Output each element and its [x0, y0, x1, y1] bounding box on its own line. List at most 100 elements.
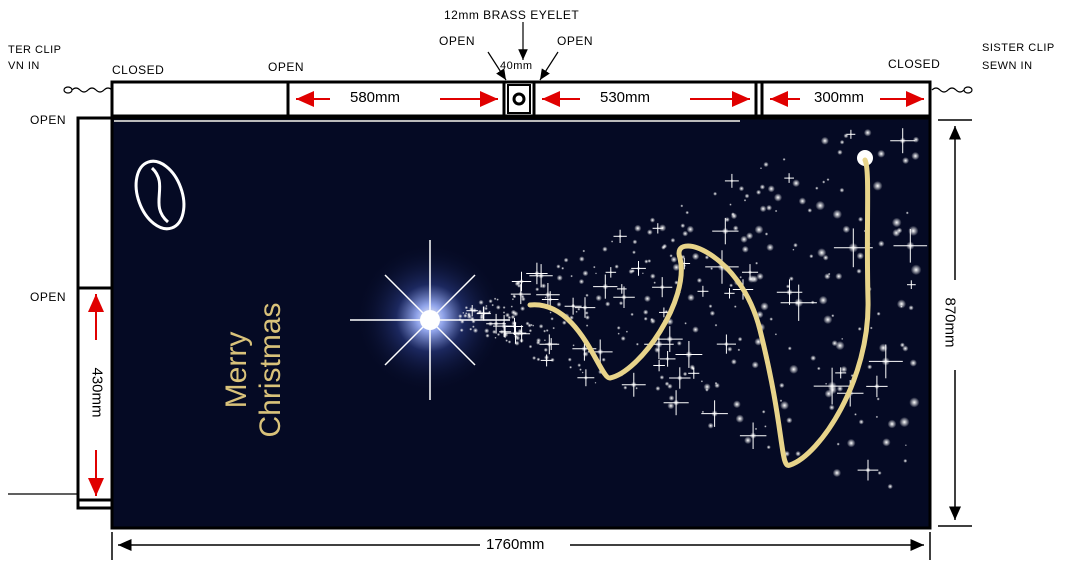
sparkle — [824, 273, 831, 280]
sparkle — [910, 264, 922, 276]
gold-ribbon — [527, 157, 871, 468]
sparkle — [650, 317, 654, 322]
sparkle — [513, 295, 517, 299]
sister-clip-right-label-line2: SEWN IN — [982, 60, 1033, 72]
sparkle — [670, 237, 676, 243]
sparkle — [824, 389, 833, 398]
sparkle — [477, 309, 483, 314]
sparkle — [484, 328, 490, 334]
sparkle — [863, 128, 872, 137]
merry-line: Merry — [220, 331, 253, 409]
sparkle — [464, 306, 469, 310]
sparkle — [602, 246, 608, 252]
sparkle — [766, 204, 773, 211]
sparkle — [646, 229, 653, 236]
eyelet-offset-label: 40mm — [500, 60, 533, 72]
height-dimension-870: 870mm — [941, 297, 959, 348]
sparkle — [744, 193, 750, 199]
sparkle — [755, 261, 759, 265]
sparkle — [858, 216, 864, 222]
sparkle — [644, 295, 651, 303]
sparkle — [735, 414, 744, 423]
sparkle — [654, 346, 661, 353]
open-label-side-top: OPEN — [30, 113, 67, 127]
sparkle — [519, 338, 524, 343]
sparkle — [581, 371, 584, 374]
sparkle — [507, 340, 512, 344]
sparkle — [623, 385, 628, 390]
sparkle — [631, 269, 635, 273]
sparkle — [659, 375, 665, 380]
sparkle — [846, 438, 856, 448]
sparkle — [685, 210, 689, 215]
sparkle — [714, 381, 718, 385]
sparkle — [909, 359, 917, 367]
sister-clip-left-label-line1: TER CLIP — [8, 44, 62, 56]
sparkle — [732, 225, 739, 231]
sparkle — [912, 136, 920, 143]
sparkle — [709, 310, 716, 316]
sparkle — [687, 293, 695, 302]
sister-clip-right — [931, 86, 973, 94]
sparkle — [887, 483, 893, 490]
sparkle — [478, 299, 484, 305]
sparkle — [516, 280, 521, 286]
height-dimension-line — [938, 119, 972, 527]
sparkle — [544, 355, 549, 360]
sparkle — [820, 136, 829, 145]
sparkle — [492, 329, 497, 334]
sparkle — [582, 270, 589, 277]
sparkle — [496, 298, 499, 301]
sparkle — [493, 297, 497, 301]
sparkle — [630, 312, 634, 317]
sparkle — [491, 303, 495, 307]
sparkle — [839, 139, 845, 145]
sparkle — [575, 310, 578, 313]
sparkle — [759, 167, 763, 170]
sparkle — [836, 385, 844, 392]
sparkle — [877, 471, 882, 475]
sparkle — [684, 322, 687, 325]
sparkle — [616, 326, 621, 330]
sparkle — [704, 255, 710, 260]
sparkle — [669, 254, 673, 258]
sparkle — [835, 341, 845, 351]
sparkle — [664, 381, 670, 387]
sparkle — [578, 278, 585, 285]
christmas-line: Christmas — [254, 302, 287, 438]
sparkle — [737, 348, 741, 352]
sparkle — [632, 250, 636, 255]
sparkle — [756, 189, 762, 195]
sparkle — [807, 208, 813, 213]
sparkle — [902, 345, 909, 352]
sparkle — [635, 386, 638, 390]
sparkle — [556, 301, 562, 307]
sparkle — [789, 364, 799, 374]
sparkle — [510, 309, 517, 316]
sparkle — [692, 326, 699, 333]
side-dimension-430: 430mm — [88, 367, 106, 418]
sparkle — [903, 458, 908, 463]
sparkle — [899, 417, 910, 428]
tree-sparkles — [458, 128, 928, 490]
side-sleeve — [8, 116, 114, 510]
sparkle — [754, 427, 758, 431]
sparkle — [856, 252, 864, 260]
sparkle — [703, 383, 711, 391]
sparkle — [892, 228, 901, 237]
sparkle — [472, 327, 479, 334]
sparkle — [617, 332, 620, 335]
sparkle — [891, 217, 902, 228]
sparkle — [459, 328, 464, 333]
sparkle — [502, 311, 506, 314]
sparkle — [472, 325, 475, 329]
sparkle — [691, 252, 700, 261]
sparkle — [837, 149, 843, 155]
sparkle — [535, 287, 540, 292]
sparkle — [842, 225, 851, 234]
sparkle — [761, 410, 766, 414]
sparkle — [514, 334, 518, 339]
sparkle — [582, 351, 589, 357]
sparkle — [545, 329, 549, 332]
sparkle — [869, 326, 873, 330]
